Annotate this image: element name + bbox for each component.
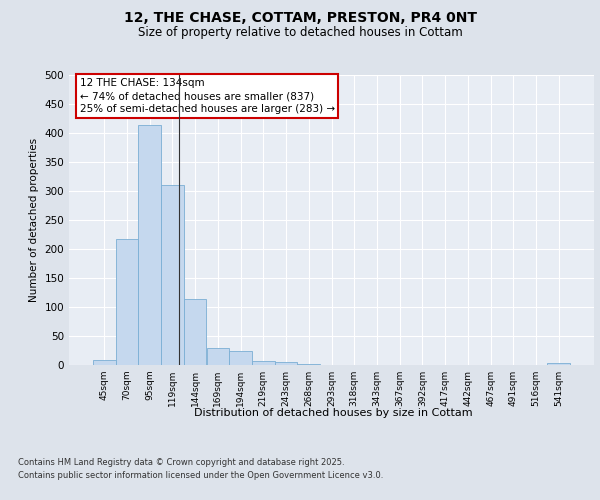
Bar — [229, 351, 252, 365]
Bar — [161, 185, 184, 365]
Text: 12, THE CHASE, COTTAM, PRESTON, PR4 0NT: 12, THE CHASE, COTTAM, PRESTON, PR4 0NT — [124, 10, 476, 24]
Bar — [184, 300, 206, 365]
Bar — [93, 360, 116, 365]
Bar — [139, 126, 161, 365]
Text: Size of property relative to detached houses in Cottam: Size of property relative to detached ho… — [137, 26, 463, 39]
Bar — [275, 362, 298, 365]
Text: Contains HM Land Registry data © Crown copyright and database right 2025.: Contains HM Land Registry data © Crown c… — [18, 458, 344, 467]
Y-axis label: Number of detached properties: Number of detached properties — [29, 138, 39, 302]
Text: 12 THE CHASE: 134sqm
← 74% of detached houses are smaller (837)
25% of semi-deta: 12 THE CHASE: 134sqm ← 74% of detached h… — [79, 78, 335, 114]
Bar — [116, 238, 139, 365]
Text: Distribution of detached houses by size in Cottam: Distribution of detached houses by size … — [194, 408, 472, 418]
Bar — [547, 364, 570, 365]
Text: Contains public sector information licensed under the Open Government Licence v3: Contains public sector information licen… — [18, 472, 383, 480]
Bar — [206, 348, 229, 365]
Bar — [298, 364, 320, 365]
Bar — [252, 361, 275, 365]
